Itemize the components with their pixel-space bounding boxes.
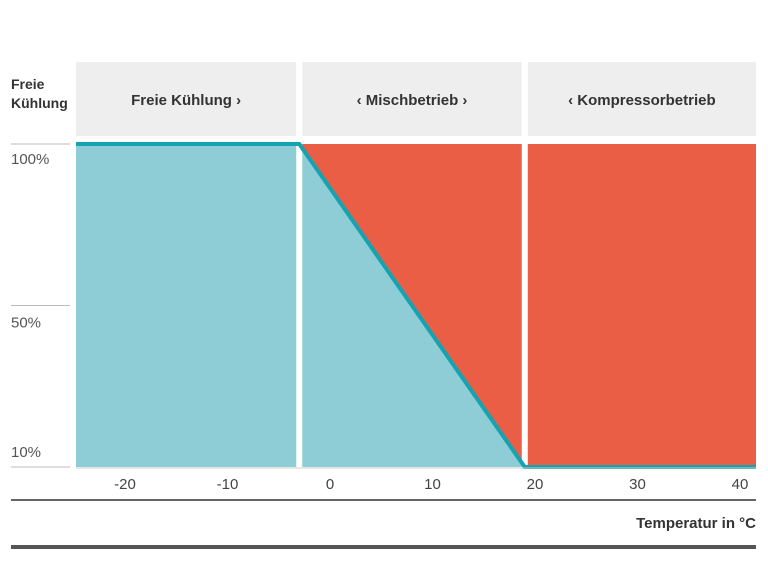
region-header-3: ‹ Kompressorbetrieb — [527, 62, 756, 136]
x-tick-label: 30 — [629, 476, 646, 493]
y-tick-label: 10% — [11, 444, 41, 461]
region-header-label: ‹ Kompressorbetrieb — [568, 92, 716, 109]
y-tick-label: 100% — [11, 151, 49, 168]
x-tick-label: -20 — [114, 476, 136, 493]
region-header-label: Freie Kühlung › — [131, 92, 241, 109]
x-axis-rule-bottom — [11, 545, 756, 549]
x-axis: Temperatur in °C -20 -10 0 10 20 30 40 — [11, 467, 756, 549]
free-cooling-area — [76, 144, 756, 467]
region-header-label: ‹ Mischbetrieb › — [357, 92, 468, 109]
y-axis-label-line1: Freie — [11, 76, 45, 92]
compressor-area — [76, 144, 756, 467]
x-tick-label: 20 — [527, 476, 544, 493]
x-tick-label: -10 — [217, 476, 239, 493]
x-axis-label: Temperatur in °C — [636, 515, 756, 532]
region-header-2: ‹ Mischbetrieb › — [302, 62, 522, 136]
region-separator-1 — [296, 62, 303, 469]
chart-areas — [76, 62, 756, 469]
region-separator-2 — [521, 62, 528, 469]
chart-series-line — [76, 142, 756, 469]
y-tick-label: 50% — [11, 315, 41, 332]
region-header-bg — [302, 62, 522, 136]
x-tick-label: 40 — [732, 476, 749, 493]
region-header-1: Freie Kühlung › — [76, 62, 297, 136]
header-gap — [76, 136, 756, 144]
region-headers: Freie Kühlung › ‹ Mischbetrieb › ‹ Kompres… — [76, 62, 756, 136]
region-header-bg — [527, 62, 756, 136]
region-header-bg — [76, 62, 297, 136]
x-tick-label: 0 — [326, 476, 334, 493]
series-line — [76, 142, 756, 469]
y-axis: Freie Kühlung 100% 50% 10% — [11, 76, 70, 468]
y-axis-label-line2: Kühlung — [11, 95, 68, 111]
x-tick-label: 10 — [424, 476, 441, 493]
